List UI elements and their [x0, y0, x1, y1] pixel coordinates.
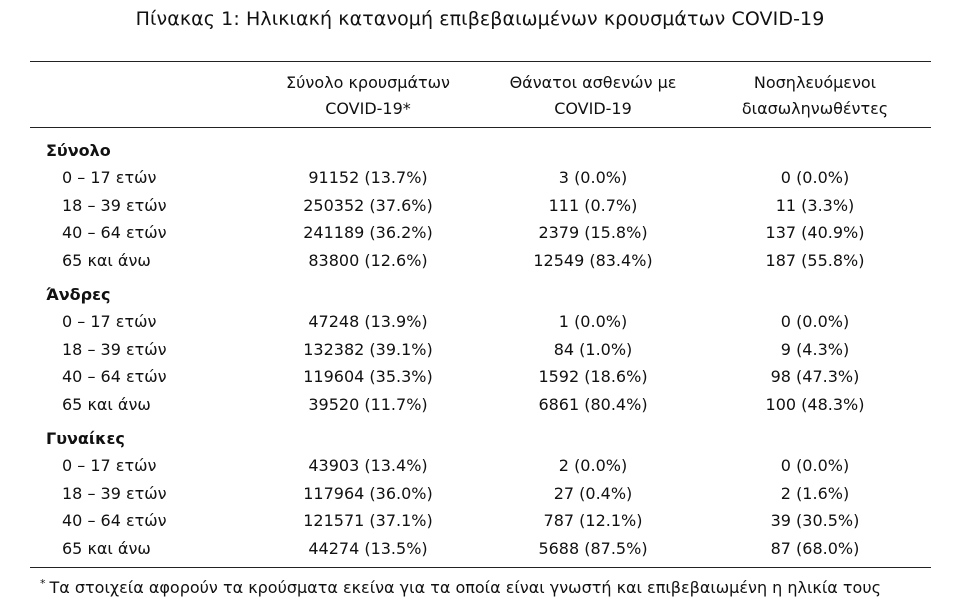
- age-label: 18 – 39 ετών: [62, 483, 167, 503]
- table-row: 18 – 39 ετών 117964 (36.0%) 27 (0.4%) 2 …: [0, 480, 960, 508]
- cases-cell: 91152 (13.7%): [308, 168, 428, 187]
- age-label: 40 – 64 ετών: [62, 511, 167, 530]
- table-row: 0 – 17 ετών 43903 (13.4%) 2 (0.0%) 0 (0.…: [0, 452, 960, 480]
- table-row: 65 και άνω 83800 (12.6%) 12549 (83.4%) 1…: [0, 247, 960, 275]
- age-label: 40 – 64 ετών: [62, 223, 167, 242]
- intubated-cell: 11 (3.3%): [775, 195, 855, 215]
- table-row: 18 – 39 ετών 250352 (37.6%) 111 (0.7%) 1…: [0, 192, 960, 220]
- cases-cell: 43903 (13.4%): [308, 456, 428, 475]
- deaths-cell: 6861 (80.4%): [538, 394, 648, 414]
- cases-cell: 83800 (12.6%): [308, 250, 428, 270]
- deaths-cell: 27 (0.4%): [553, 483, 633, 503]
- table-row: 65 και άνω 39520 (11.7%) 6861 (80.4%) 10…: [0, 391, 960, 419]
- cases-cell: 47248 (13.9%): [308, 312, 428, 331]
- deaths-cell: 12549 (83.4%): [533, 250, 653, 270]
- deaths-cell: 5688 (87.5%): [538, 538, 648, 558]
- cases-cell: 117964 (36.0%): [303, 483, 433, 503]
- cases-cell: 39520 (11.7%): [308, 394, 428, 414]
- table-body: Σύνολο 0 – 17 ετών 91152 (13.7%) 3 (0.0%…: [0, 137, 960, 569]
- deaths-cell: 2 (0.0%): [558, 456, 628, 475]
- age-label: 65 και άνω: [62, 538, 151, 558]
- table-top-rule: [30, 61, 931, 62]
- footnote: * Τα στοιχεία αφορούν τα κρούσματα εκείνα…: [40, 572, 881, 600]
- column-header-line: διασωληνωθέντες: [741, 99, 889, 118]
- column-header-line: Θάνατοι ασθενών με: [509, 73, 677, 92]
- intubated-cell: 87 (68.0%): [770, 538, 860, 558]
- table-row: 0 – 17 ετών 47248 (13.9%) 1 (0.0%) 0 (0.…: [0, 308, 960, 336]
- table-row: 65 και άνω 44274 (13.5%) 5688 (87.5%) 87…: [0, 535, 960, 563]
- intubated-cell: 0 (0.0%): [780, 312, 850, 331]
- intubated-cell: 98 (47.3%): [770, 367, 860, 386]
- deaths-cell: 84 (1.0%): [553, 339, 633, 359]
- deaths-cell: 1 (0.0%): [558, 312, 628, 331]
- column-header-total-cases: Σύνολο κρουσμάτων COVID-19*: [253, 70, 483, 122]
- column-header-deaths: Θάνατοι ασθενών με COVID-19: [478, 70, 708, 122]
- intubated-cell: 0 (0.0%): [780, 456, 850, 475]
- age-label: 65 και άνω: [62, 394, 151, 414]
- group-title: Γυναίκες: [46, 429, 125, 448]
- footnote-text: Τα στοιχεία αφορούν τα κρούσματα εκείνα …: [49, 578, 881, 597]
- intubated-cell: 100 (48.3%): [765, 394, 865, 414]
- intubated-cell: 9 (4.3%): [780, 339, 850, 359]
- cases-cell: 132382 (39.1%): [303, 339, 433, 359]
- cases-cell: 119604 (35.3%): [303, 367, 433, 386]
- table-caption: Πίνακας 1: Ηλικιακή κατανομή επιβεβαιωμέ…: [135, 8, 825, 30]
- intubated-cell: 2 (1.6%): [780, 483, 850, 503]
- column-header-line: COVID-19*: [325, 99, 411, 118]
- column-header-line: Νοσηλευόμενοι: [753, 73, 877, 92]
- age-label: 0 – 17 ετών: [62, 456, 157, 475]
- intubated-cell: 39 (30.5%): [770, 511, 860, 530]
- age-label: 18 – 39 ετών: [62, 195, 167, 215]
- column-header-line: Σύνολο κρουσμάτων: [286, 73, 450, 92]
- table-row: 18 – 39 ετών 132382 (39.1%) 84 (1.0%) 9 …: [0, 336, 960, 364]
- deaths-cell: 3 (0.0%): [558, 168, 628, 187]
- age-label: 0 – 17 ετών: [62, 168, 157, 187]
- cases-cell: 250352 (37.6%): [303, 195, 433, 215]
- intubated-cell: 0 (0.0%): [780, 168, 850, 187]
- table-row: 0 – 17 ετών 91152 (13.7%) 3 (0.0%) 0 (0.…: [0, 164, 960, 192]
- intubated-cell: 137 (40.9%): [765, 223, 865, 242]
- column-header-line: COVID-19: [554, 99, 632, 118]
- cases-cell: 121571 (37.1%): [303, 511, 433, 530]
- table-header-rule: [30, 127, 931, 128]
- table-row: 40 – 64 ετών 241189 (36.2%) 2379 (15.8%)…: [0, 219, 960, 247]
- age-label: 65 και άνω: [62, 250, 151, 270]
- group-title: Άνδρες: [46, 285, 111, 304]
- group-total: Σύνολο 0 – 17 ετών 91152 (13.7%) 3 (0.0%…: [0, 137, 960, 274]
- footnote-marker: *: [40, 577, 46, 590]
- group-title: Σύνολο: [46, 141, 111, 160]
- intubated-cell: 187 (55.8%): [765, 250, 865, 270]
- deaths-cell: 111 (0.7%): [548, 195, 638, 215]
- deaths-cell: 2379 (15.8%): [538, 223, 648, 242]
- deaths-cell: 787 (12.1%): [543, 511, 643, 530]
- table-row: 40 – 64 ετών 119604 (35.3%) 1592 (18.6%)…: [0, 363, 960, 391]
- column-header-intubated: Νοσηλευόμενοι διασωληνωθέντες: [700, 70, 930, 122]
- deaths-cell: 1592 (18.6%): [538, 367, 648, 386]
- group-men: Άνδρες 0 – 17 ετών 47248 (13.9%) 1 (0.0%…: [0, 281, 960, 418]
- age-label: 40 – 64 ετών: [62, 367, 167, 386]
- age-label: 18 – 39 ετών: [62, 339, 167, 359]
- group-women: Γυναίκες 0 – 17 ετών 43903 (13.4%) 2 (0.…: [0, 425, 960, 562]
- cases-cell: 44274 (13.5%): [308, 538, 428, 558]
- cases-cell: 241189 (36.2%): [303, 223, 433, 242]
- age-label: 0 – 17 ετών: [62, 312, 157, 331]
- table-bottom-rule: [30, 567, 931, 568]
- table-row: 40 – 64 ετών 121571 (37.1%) 787 (12.1%) …: [0, 507, 960, 535]
